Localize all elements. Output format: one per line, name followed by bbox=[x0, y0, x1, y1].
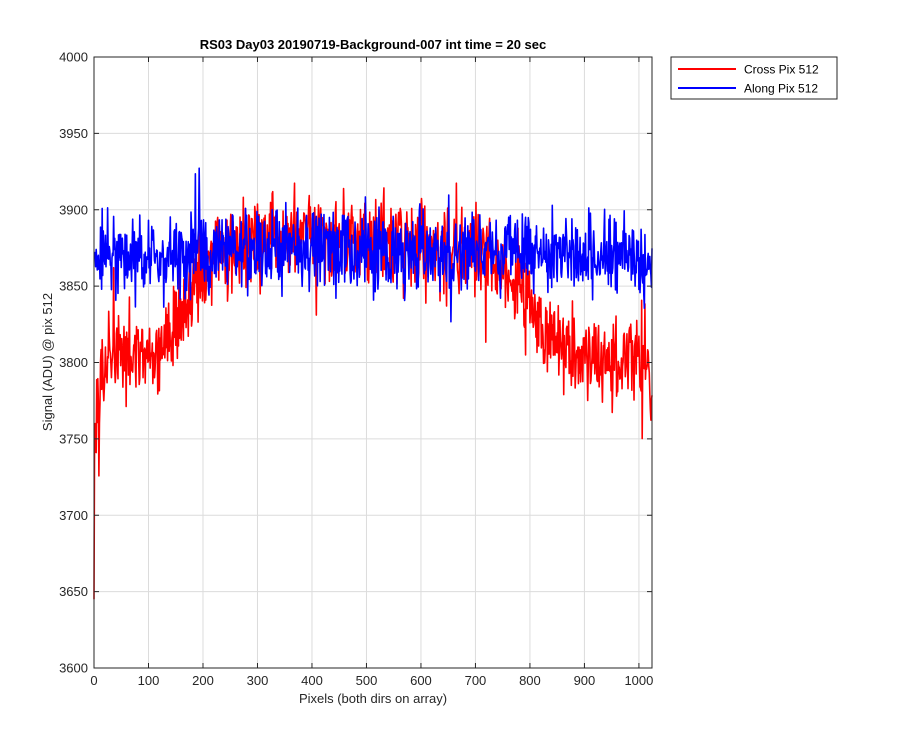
y-tick-label: 3650 bbox=[59, 584, 88, 599]
y-tick-label: 3950 bbox=[59, 126, 88, 141]
x-tick-label: 900 bbox=[574, 673, 596, 688]
legend: Cross Pix 512 Along Pix 512 bbox=[670, 56, 838, 100]
y-axis-label: Signal (ADU) @ pix 512 bbox=[40, 293, 55, 431]
x-tick-label: 700 bbox=[465, 673, 487, 688]
x-tick-label: 800 bbox=[519, 673, 541, 688]
x-tick-label: 500 bbox=[356, 673, 378, 688]
y-tick-label: 4000 bbox=[59, 50, 88, 65]
x-tick-label: 100 bbox=[138, 673, 160, 688]
series-line-along-pix-512 bbox=[93, 167, 653, 323]
x-tick-label: 0 bbox=[90, 673, 97, 688]
y-tick-label: 3750 bbox=[59, 431, 88, 446]
y-tick-label: 3900 bbox=[59, 202, 88, 217]
x-tick-label: 200 bbox=[192, 673, 214, 688]
legend-label-along-pix-512: Along Pix 512 bbox=[744, 82, 818, 96]
legend-box bbox=[670, 56, 838, 100]
y-tick-label: 3700 bbox=[59, 508, 88, 523]
series-layer bbox=[93, 167, 653, 600]
chart-title: RS03 Day03 20190719-Background-007 int t… bbox=[200, 37, 547, 52]
tick-layer: 0 100 200 300 400 500 600 700 800 900 1000 3600 3650… bbox=[59, 50, 653, 689]
x-tick-label: 600 bbox=[410, 673, 432, 688]
x-axis-label: Pixels (both dirs on array) bbox=[299, 691, 447, 706]
y-tick-label: 3600 bbox=[59, 661, 88, 676]
legend-label-cross-pix-512: Cross Pix 512 bbox=[744, 63, 819, 77]
x-tick-label: 1000 bbox=[624, 673, 653, 688]
x-tick-label: 400 bbox=[301, 673, 323, 688]
y-tick-label: 3850 bbox=[59, 279, 88, 294]
y-tick-label: 3800 bbox=[59, 355, 88, 370]
x-tick-label: 300 bbox=[247, 673, 269, 688]
